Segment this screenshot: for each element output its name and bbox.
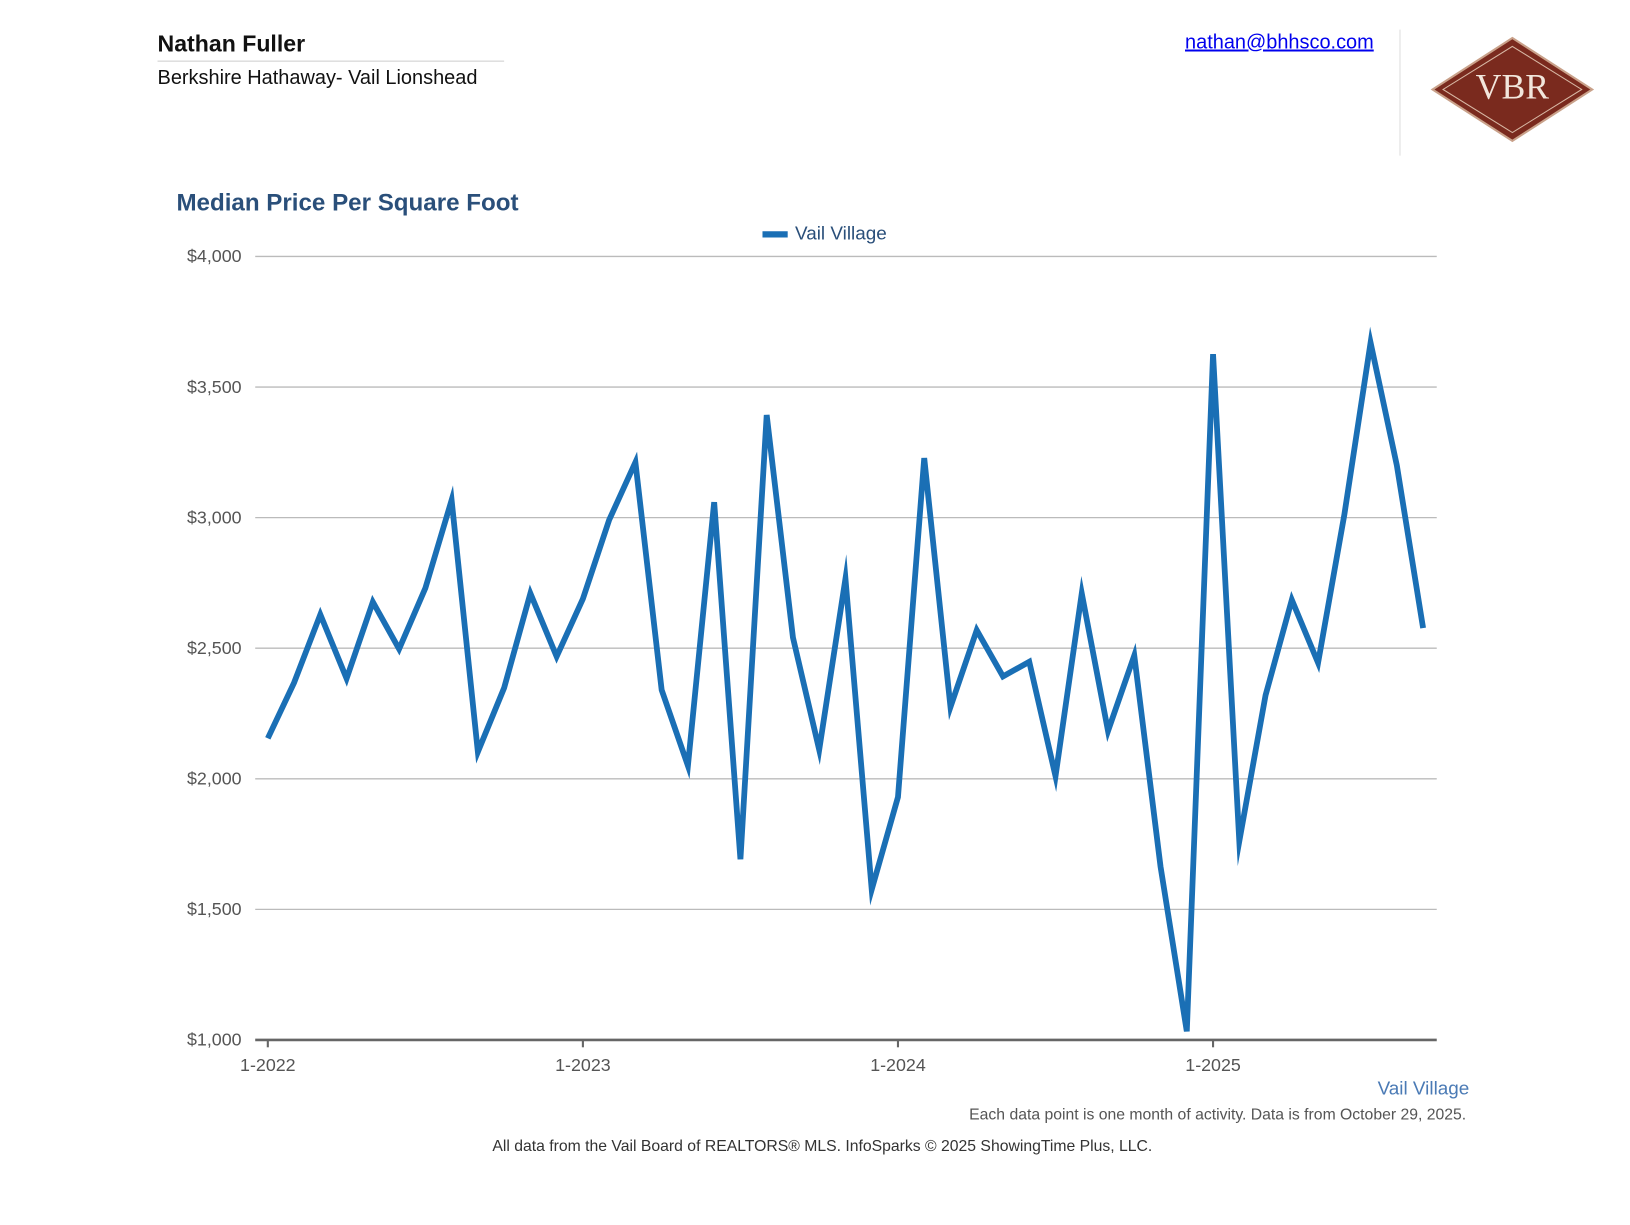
agent-name: Nathan Fuller (158, 30, 306, 56)
series-line (265, 326, 1426, 1032)
y-tick-label: $3,500 (187, 377, 242, 397)
chart-title: Median Price Per Square Foot (176, 189, 518, 216)
logo-inner (1442, 45, 1583, 134)
logo: VBR (1430, 36, 1595, 143)
x-tick-label: 1-2023 (555, 1055, 611, 1075)
series-label: Vail Village (1378, 1078, 1470, 1099)
plot: $1,000 $1,500 $2,000 $2,500 $3,000 $3,500 $4,0… (187, 223, 1437, 1075)
y-tick-label: $1,500 (187, 899, 242, 919)
logo-text: VBR (1476, 67, 1550, 107)
y-tick-label: $2,000 (187, 769, 242, 789)
note: Each data point is one month of activity… (969, 1107, 1466, 1124)
agent-email[interactable]: nathan@bhhsco.com (1185, 32, 1374, 54)
legend-label: Vail Village (795, 223, 887, 244)
logo-diamond (1430, 36, 1595, 143)
y-tick-label: $4,000 (187, 246, 242, 266)
y-tick-label: $3,000 (187, 507, 242, 527)
y-tick-label: $1,000 (187, 1030, 242, 1050)
source: All data from the Vail Board of REALTORS… (492, 1138, 1152, 1155)
y-tick-label: $2,500 (187, 638, 242, 658)
x-tick-label: 1-2022 (240, 1055, 296, 1075)
x-tick-label: 1-2024 (870, 1055, 926, 1075)
agent-company: Berkshire Hathaway- Vail Lionshead (158, 67, 478, 89)
x-tick-label: 1-2025 (1185, 1055, 1241, 1075)
